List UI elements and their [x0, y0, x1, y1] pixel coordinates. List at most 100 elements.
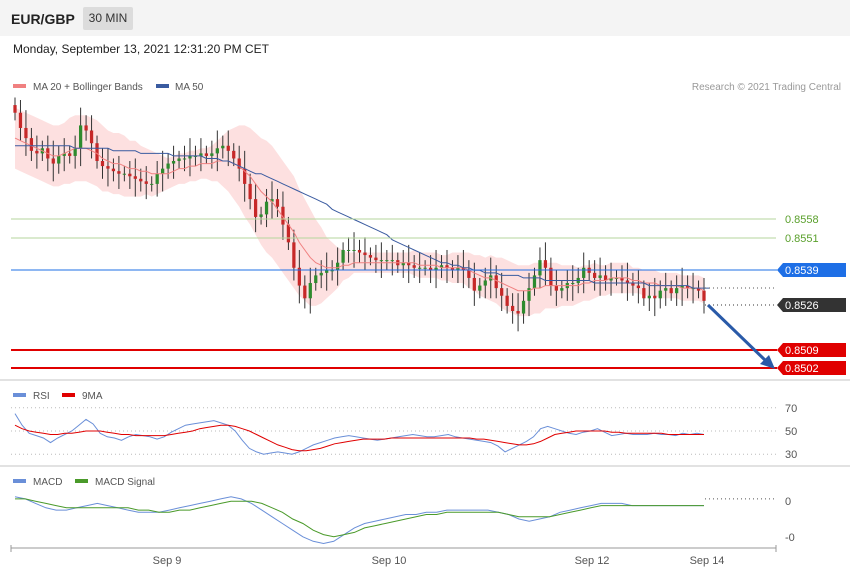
candle	[494, 265, 498, 299]
macd-signal-line	[15, 498, 704, 538]
candle	[73, 135, 77, 169]
candle	[325, 252, 329, 291]
candle	[171, 145, 176, 179]
candle	[357, 239, 362, 263]
candle	[264, 188, 269, 228]
candle	[346, 237, 351, 263]
candle-body	[62, 153, 66, 156]
rsi-legend-swatch	[13, 393, 26, 397]
candle	[582, 252, 586, 294]
candle-body	[243, 168, 247, 184]
candle-body	[412, 265, 416, 268]
candle	[232, 143, 236, 167]
ma50-legend-label: MA 50	[175, 82, 204, 93]
macd-legend-swatch	[13, 479, 26, 483]
candle-body	[500, 288, 504, 296]
candle-body	[286, 224, 291, 243]
candle	[100, 148, 105, 179]
candle	[308, 267, 312, 314]
candle	[199, 138, 203, 172]
candle	[412, 255, 416, 278]
candle-body	[625, 280, 630, 284]
candle-body	[423, 267, 427, 269]
candle-body	[100, 161, 105, 167]
candle	[374, 244, 378, 273]
candle	[461, 249, 466, 289]
current-price-label: 0.8526	[785, 300, 819, 312]
candle-body	[494, 275, 498, 289]
candle	[166, 153, 170, 179]
candle	[204, 145, 209, 164]
resistance-label: 0.8558	[785, 214, 819, 226]
candle	[625, 262, 630, 301]
candle-body	[461, 267, 466, 271]
candle	[248, 173, 252, 210]
candle-body	[248, 183, 252, 200]
candle-body	[527, 288, 531, 301]
x-tick-label: Sep 14	[690, 555, 725, 567]
candle	[259, 206, 263, 225]
candle-body	[603, 275, 608, 281]
candle-body	[434, 267, 438, 271]
candle	[221, 135, 225, 159]
candle-body	[171, 161, 176, 164]
candle-body	[521, 300, 526, 314]
candle	[35, 135, 39, 169]
candle	[62, 138, 66, 172]
candle	[188, 138, 192, 177]
ma50-legend-swatch	[156, 84, 169, 88]
candle	[527, 272, 531, 317]
candle-body	[368, 255, 373, 258]
candle-body	[614, 277, 619, 279]
candle	[385, 249, 389, 271]
candle-body	[571, 283, 575, 285]
candle	[571, 265, 575, 301]
candle	[57, 145, 61, 174]
candle-body	[210, 153, 214, 156]
candle-body	[139, 178, 143, 182]
candle-body	[199, 153, 203, 156]
candle-body	[341, 249, 345, 263]
candle	[467, 260, 471, 289]
candle	[314, 267, 318, 291]
candle-body	[653, 295, 657, 299]
candle	[335, 247, 340, 286]
datetime-label: Monday, September 13, 2021 12:31:20 PM C…	[13, 42, 269, 56]
candle-body	[275, 199, 280, 207]
candle-body	[78, 125, 83, 149]
support-label: 0.8509	[785, 345, 819, 357]
candle-body	[390, 260, 394, 262]
macd-signal-legend-label: MACD Signal	[95, 477, 155, 488]
candle-body	[439, 265, 444, 268]
candle-body	[357, 249, 362, 253]
credit-label: Research © 2021 Trading Central	[692, 82, 841, 93]
candle-body	[428, 267, 433, 271]
bollinger-band-area	[15, 107, 704, 317]
candle-body	[111, 168, 116, 172]
timeframe-button[interactable]: 30 MIN	[83, 7, 133, 30]
candle	[418, 252, 422, 284]
rsi-tick-label: 50	[785, 426, 797, 438]
x-tick-label: Sep 12	[575, 555, 610, 567]
candle-body	[226, 145, 230, 151]
candle-body	[292, 242, 296, 268]
candle	[510, 293, 515, 324]
candle	[117, 155, 121, 189]
candle-body	[35, 150, 39, 154]
candle-body	[658, 290, 662, 299]
candle-body	[374, 257, 378, 261]
candle	[297, 249, 301, 304]
candle	[445, 249, 449, 284]
candle-body	[308, 283, 312, 299]
candle-body	[401, 262, 405, 266]
candle-body	[215, 148, 219, 154]
candle	[84, 115, 88, 141]
candle-body	[29, 138, 34, 151]
candle	[303, 275, 307, 309]
macd-tick-label: -0	[785, 532, 795, 544]
candle-body	[89, 130, 94, 144]
candle-body	[335, 262, 340, 271]
candle	[379, 242, 384, 278]
candle	[226, 130, 230, 167]
